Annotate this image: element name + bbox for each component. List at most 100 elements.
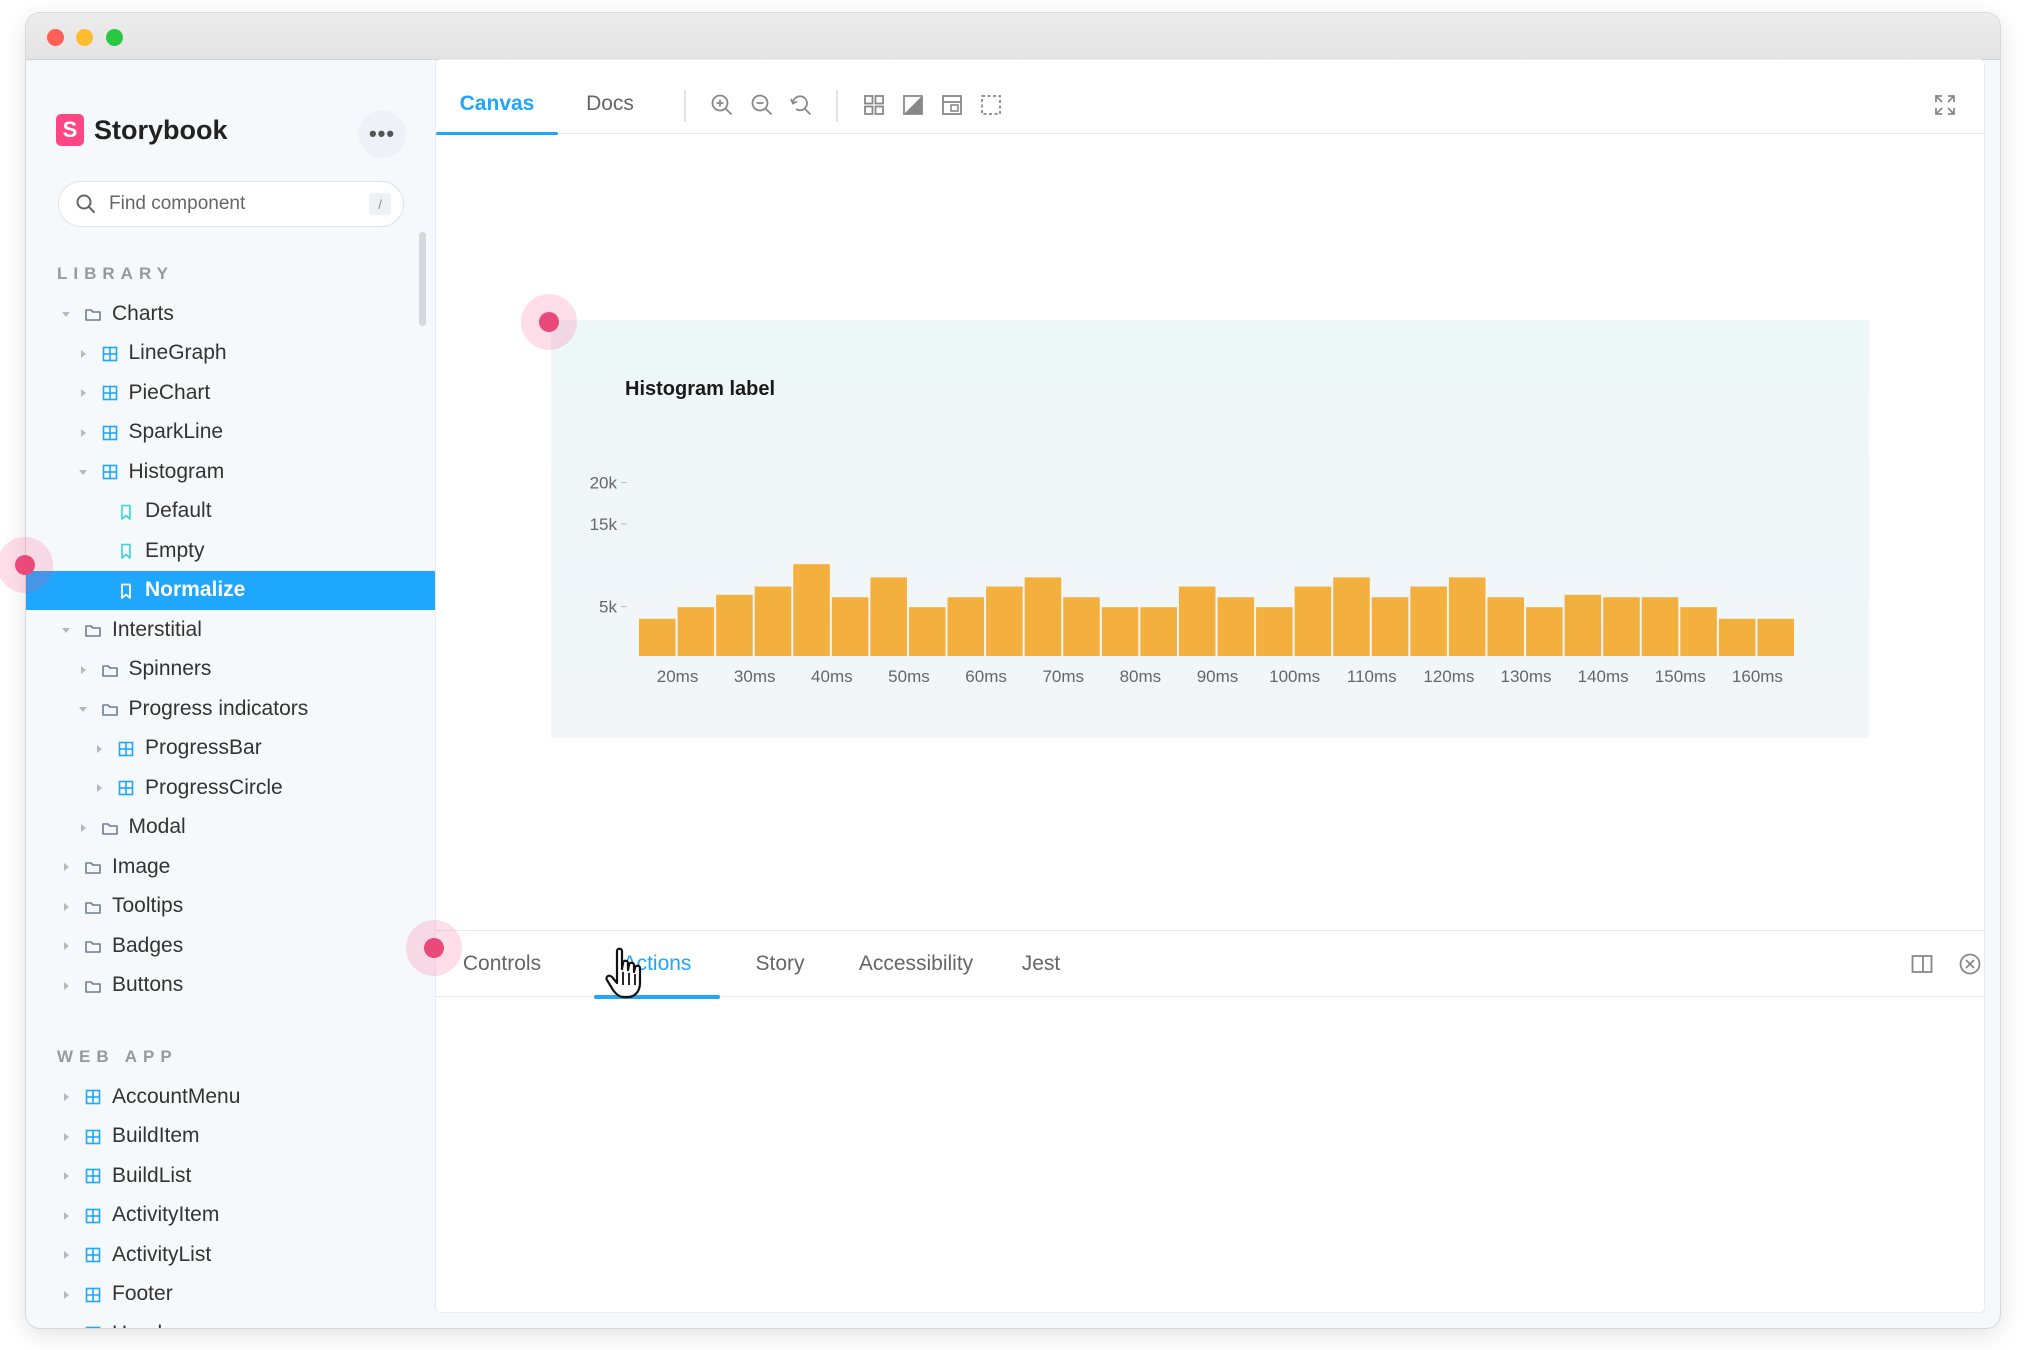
histogram-bar[interactable] <box>793 564 830 656</box>
histogram-bar[interactable] <box>1024 577 1062 656</box>
sidebar-scrollbar[interactable] <box>419 232 426 326</box>
histogram-bar[interactable] <box>1101 607 1139 656</box>
sidebar-item-piechart[interactable]: PieChart <box>26 373 436 413</box>
histogram-bar[interactable] <box>1487 597 1525 656</box>
caret-right-icon[interactable] <box>64 942 69 950</box>
sidebar-item-linegraph[interactable]: LineGraph <box>26 334 436 374</box>
sidebar-item-activityitem[interactable]: ActivityItem <box>26 1196 436 1236</box>
tab-jest[interactable]: Jest <box>1001 931 1081 997</box>
histogram-bar[interactable] <box>1448 577 1486 656</box>
caret-down-icon[interactable] <box>78 707 87 712</box>
histogram-bar[interactable] <box>1564 594 1602 656</box>
tab-canvas[interactable]: Canvas <box>436 74 558 136</box>
more-options-button[interactable]: ••• <box>358 110 406 158</box>
panel-orientation-icon[interactable] <box>1910 952 1934 976</box>
sidebar-item-activitylist[interactable]: ActivityList <box>26 1235 436 1275</box>
sidebar-item-progresscircle[interactable]: ProgressCircle <box>26 768 436 808</box>
histogram-bar[interactable] <box>1757 618 1794 656</box>
caret-right-icon[interactable] <box>64 902 69 911</box>
histogram-bar[interactable] <box>831 597 869 656</box>
background-icon[interactable] <box>900 92 926 118</box>
sidebar-item-empty[interactable]: Empty <box>26 531 436 571</box>
close-panel-icon[interactable] <box>1958 952 1982 976</box>
caret-right-icon[interactable] <box>97 744 102 753</box>
outline-icon[interactable] <box>978 92 1004 118</box>
sidebar-item-image[interactable]: Image <box>26 847 436 887</box>
sidebar-item-buildlist[interactable]: BuildList <box>26 1156 436 1196</box>
caret-right-icon[interactable] <box>64 1290 69 1299</box>
tab-accessibility[interactable]: Accessibility <box>836 931 996 997</box>
caret-down-icon[interactable] <box>78 470 87 475</box>
sidebar-item-badges[interactable]: Badges <box>26 926 436 966</box>
sidebar-item-progress-indicators[interactable]: Progress indicators <box>26 689 436 729</box>
caret-right-icon[interactable] <box>80 823 86 832</box>
caret-right-icon[interactable] <box>80 349 86 358</box>
brand[interactable]: S Storybook <box>56 114 228 146</box>
sidebar-item-accountmenu[interactable]: AccountMenu <box>26 1077 436 1117</box>
histogram-bar[interactable] <box>1680 607 1717 656</box>
sidebar-item-default[interactable]: Default <box>26 492 436 532</box>
histogram-bar[interactable] <box>1063 597 1100 656</box>
histogram-bar[interactable] <box>1256 607 1293 656</box>
sidebar-item-buttons[interactable]: Buttons <box>26 966 436 1006</box>
tab-docs[interactable]: Docs <box>558 74 662 134</box>
histogram-bar[interactable] <box>947 597 985 656</box>
caret-down-icon[interactable] <box>62 312 70 317</box>
caret-right-icon[interactable] <box>80 389 86 397</box>
sidebar-item-builditem[interactable]: BuildItem <box>26 1117 436 1157</box>
minimize-window-button[interactable] <box>76 29 93 46</box>
caret-down-icon[interactable] <box>62 628 70 633</box>
histogram-bar[interactable] <box>986 586 1023 656</box>
histogram-bar[interactable] <box>870 577 907 656</box>
histogram-bar[interactable] <box>677 607 715 656</box>
histogram-bar[interactable] <box>1178 586 1216 656</box>
caret-right-icon[interactable] <box>64 981 69 990</box>
tab-story[interactable]: Story <box>728 931 832 997</box>
histogram-bar[interactable] <box>908 607 946 656</box>
zoom-in-icon[interactable] <box>709 92 735 118</box>
tab-controls[interactable]: Controls <box>436 931 568 997</box>
reset-zoom-icon[interactable] <box>788 92 814 118</box>
sidebar-item-header[interactable]: Header <box>26 1314 436 1328</box>
zoom-out-icon[interactable] <box>749 92 775 118</box>
sidebar-item-modal[interactable]: Modal <box>26 808 436 848</box>
caret-right-icon[interactable] <box>64 1251 69 1259</box>
histogram-bar[interactable] <box>1371 597 1409 656</box>
grid-icon[interactable] <box>861 92 887 118</box>
sidebar-item-charts[interactable]: Charts <box>26 294 436 334</box>
histogram-bar[interactable] <box>1526 607 1563 656</box>
caret-right-icon[interactable] <box>64 1211 69 1220</box>
caret-right-icon[interactable] <box>80 428 86 437</box>
histogram-bar[interactable] <box>639 618 676 656</box>
histogram-bar[interactable] <box>1333 577 1370 656</box>
caret-right-icon[interactable] <box>64 1172 69 1180</box>
sidebar-item-interstitial[interactable]: Interstitial <box>26 610 436 650</box>
search-box[interactable]: / <box>58 181 404 227</box>
sidebar-item-progressbar[interactable]: ProgressBar <box>26 729 436 769</box>
caret-right-icon[interactable] <box>64 863 69 871</box>
search-input[interactable] <box>109 193 349 215</box>
histogram-bar[interactable] <box>1140 607 1177 656</box>
histogram-bar[interactable] <box>1603 597 1640 656</box>
caret-right-icon[interactable] <box>97 784 102 792</box>
caret-right-icon[interactable] <box>64 1093 69 1101</box>
histogram-bar[interactable] <box>716 594 753 656</box>
sidebar-item-histogram[interactable]: Histogram <box>26 452 436 492</box>
fullscreen-icon[interactable] <box>1932 92 1958 118</box>
sidebar-item-normalize[interactable]: Normalize <box>26 570 436 610</box>
histogram-bar[interactable] <box>754 586 792 656</box>
histogram-bar[interactable] <box>1410 586 1447 656</box>
histogram-bar[interactable] <box>1294 586 1332 656</box>
maximize-window-button[interactable] <box>106 29 123 46</box>
caret-right-icon[interactable] <box>80 665 86 674</box>
histogram-bar[interactable] <box>1718 618 1756 656</box>
sidebar-item-footer[interactable]: Footer <box>26 1275 436 1315</box>
caret-right-icon[interactable] <box>64 1132 69 1141</box>
viewport-icon[interactable] <box>939 92 965 118</box>
sidebar-item-sparkline[interactable]: SparkLine <box>26 413 436 453</box>
sidebar-item-spinners[interactable]: Spinners <box>26 650 436 690</box>
sidebar-item-tooltips[interactable]: Tooltips <box>26 887 436 927</box>
close-window-button[interactable] <box>47 29 64 46</box>
histogram-bar[interactable] <box>1217 597 1255 656</box>
histogram-bar[interactable] <box>1641 597 1679 656</box>
